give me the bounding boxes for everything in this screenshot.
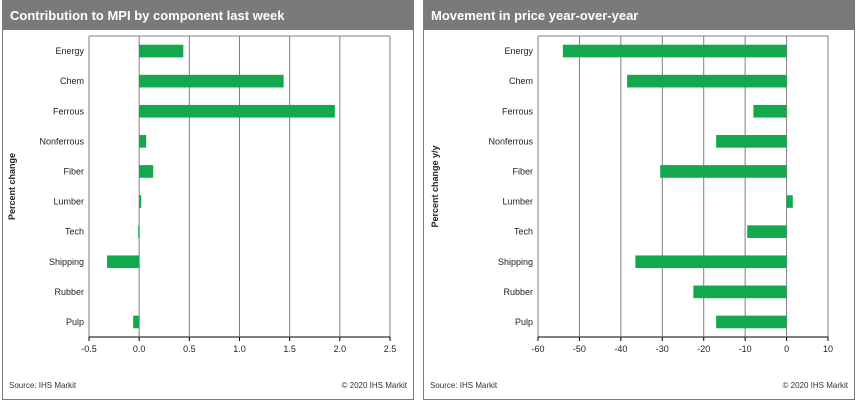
x-tick-label: 2.0 [334,344,347,354]
x-tick-label: -30 [656,344,669,354]
bar-pulp [133,315,140,329]
category-label: Tech [65,227,84,237]
copyright-note: © 2020 IHS Markit [782,381,848,390]
category-label: Tech [514,227,533,237]
x-tick-label: -20 [697,344,710,354]
category-label: Rubber [503,287,533,297]
bar-shipping [107,255,140,269]
bar-fiber [139,165,154,178]
bar-chem [627,74,787,88]
bar-shipping [635,255,787,269]
x-tick-label: 2.5 [384,344,397,354]
bar-pulp [716,315,787,329]
category-label: Nonferrous [488,136,533,146]
chart-panel-price-yoy: Movement in price year-over-year -60 -50-… [423,0,855,400]
category-label: Shipping [49,257,84,267]
chart-title: Movement in price year-over-year [424,1,854,30]
bar-ferrous [139,104,335,118]
source-note: Source: IHS Markit [430,381,498,390]
x-tick-label: -0.5 [81,344,97,354]
bar-ferrous [753,104,787,118]
bar-lumber [786,195,793,208]
bar-tech [138,225,140,238]
copyright-note: © 2020 IHS Markit [341,381,407,390]
bar-tech [747,225,787,238]
category-label: Ferrous [53,106,85,116]
x-tick-label: 10 [823,344,833,354]
x-tick-label: 1.5 [283,344,296,354]
bar-energy [562,44,787,58]
category-label: Shipping [498,257,533,267]
x-tick-label: -10 [739,344,752,354]
x-tick-label: -40 [614,344,627,354]
price-yoy-bar-chart: -60 -50 -40 -30 -20 -10 0 10 Energy Chem Ferrous No… [430,35,833,354]
category-label: Lumber [53,197,84,207]
bar-chem [139,74,284,88]
x-tick-label: -50 [573,344,586,354]
source-note: Source: IHS Markit [9,381,77,390]
category-label: Fiber [63,166,84,176]
category-label: Chem [509,76,533,86]
x-tick-label: 0.5 [183,344,196,354]
category-label: Rubber [54,287,84,297]
category-label: Chem [60,76,84,86]
category-label: Pulp [66,317,84,327]
category-label: Fiber [512,166,533,176]
x-tick-label: 0 [784,344,789,354]
contribution-bar-chart: -0.5 0.0 0.5 1.0 1.5 2.0 2.5 Energy Chem Ferrous N… [7,35,397,354]
bar-lumber [139,195,142,208]
bar-energy [139,44,184,58]
bar-nonferrous [139,135,147,148]
bar-rubber [693,285,787,299]
bar-nonferrous [716,135,787,148]
x-tick-label: 1.0 [233,344,246,354]
y-axis-label: Percent change [7,153,17,220]
chart-title: Contribution to MPI by component last we… [3,1,413,30]
category-label: Pulp [515,317,533,327]
x-tick-label: 0.0 [133,344,146,354]
category-label: Energy [504,46,533,56]
category-label: Energy [55,46,84,56]
bar-fiber [660,165,787,178]
category-label: Ferrous [502,106,534,116]
category-label: Nonferrous [39,136,84,146]
category-label: Lumber [502,197,533,207]
x-tick-label: -60 [531,344,544,354]
chart-panel-mpi-contribution: Contribution to MPI by component last we… [2,0,414,400]
y-axis-label: Percent change y/y [430,145,440,227]
